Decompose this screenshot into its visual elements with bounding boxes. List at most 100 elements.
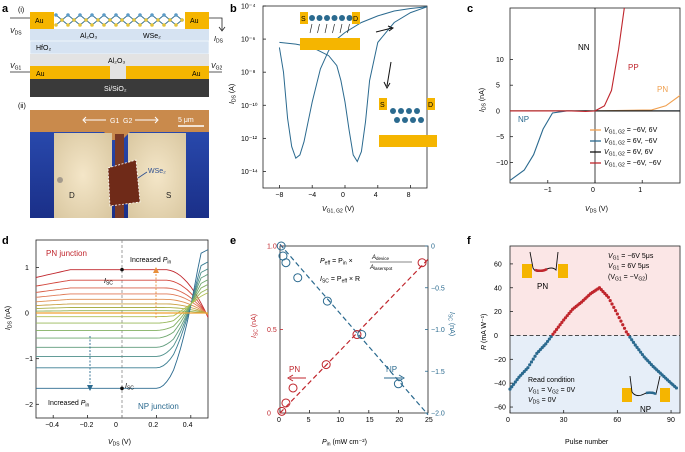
au-g2-label: Au: [192, 71, 201, 78]
electron-icon: [414, 108, 420, 114]
d-np-curve-8: [36, 292, 209, 318]
panel-e-label: e: [230, 235, 236, 247]
wse2-atom: [72, 18, 76, 22]
f-x-tick-label: 60: [613, 417, 621, 424]
f-data-point: [510, 385, 514, 389]
np-data-point: [357, 330, 367, 340]
substrate-label: Si/SiO₂: [104, 86, 127, 93]
d-x-tick-label: 0.4: [183, 422, 193, 429]
d-np-curve-6: [36, 284, 209, 331]
band-inset-bottom: S D: [379, 98, 437, 147]
np-right-contact: [660, 388, 670, 402]
electron-icon: [402, 117, 408, 123]
wse2-atoms: [54, 13, 184, 27]
f-data-point: [612, 305, 616, 309]
panel-e-ylabel-right: ISC (nA): [447, 312, 456, 336]
np-data-point: [281, 258, 291, 268]
wse2-atom: [144, 18, 148, 22]
hfo2-layer: [29, 40, 210, 55]
d-x-tick-label: 0.2: [148, 422, 158, 429]
panel-b-frame: [262, 5, 428, 189]
electron-icon: [410, 117, 416, 123]
wse2-atom: [102, 23, 106, 27]
equation-2: ISC = Peff × R: [320, 276, 360, 285]
fraction-numerator: Adevice: [371, 255, 390, 261]
al2o3-mid-layer: [30, 54, 209, 66]
b-y-tick-label: 10⁻⁶: [241, 37, 255, 44]
panel-d-y-ticks: 1 0 −1 −2: [25, 265, 39, 409]
panel-d-xlabel: VDS (V): [108, 439, 131, 448]
panel-e-y-ticks-right: 0 −0.5 −1.0 −1.5 −2.0: [425, 244, 445, 418]
e-y2-tick-label: −1.0: [431, 327, 445, 334]
np-label: NP: [518, 115, 529, 124]
pn-data-point: [281, 398, 291, 408]
legend-entry: VG1, G2 = 6V, −6V: [604, 138, 658, 147]
vg2-label: VG2: [211, 63, 223, 72]
d-x-tick-label: 0: [114, 422, 118, 429]
panel-f: f 60 40 20 0 −20 −40 −60 0 30 60 90 R (mA W⁻¹) Pu…: [467, 235, 681, 446]
sweep-reverse-arrow: [386, 61, 392, 87]
d-pn-curve-5: [35, 298, 209, 315]
f-y-tick-label: −60: [494, 405, 506, 412]
e-y-tick-label: 1.0: [267, 244, 277, 251]
b-x-tick-label: 0: [341, 192, 345, 199]
sweep-forward-arrow: [375, 27, 393, 33]
d-np-curve-7: [36, 288, 209, 324]
panel-e-ylabel-left: ISC (nA): [251, 314, 260, 338]
b-y-tick-label: 10⁻¹⁴: [241, 169, 258, 176]
f-data-point: [554, 327, 559, 332]
f-data-point: [615, 312, 619, 316]
au-left-label: Au: [35, 18, 44, 25]
panel-e-xlabel: Pin (mW cm⁻²): [322, 439, 367, 448]
injection-arrow: [347, 23, 350, 34]
pn-data-point: [277, 406, 287, 416]
top-gate-pads: [30, 110, 209, 140]
d-pn-curve-8: [35, 310, 209, 314]
panel-c-label: c: [467, 3, 473, 15]
d-y-tick-label: 0: [25, 311, 29, 318]
b-y-tick-label: 10⁻⁸: [241, 70, 255, 77]
panel-f-series: [508, 286, 679, 391]
d-y-tick-label: −2: [25, 402, 33, 409]
fraction-denominator: Alaserspot: [369, 265, 393, 271]
gate-g1-electrode: [30, 66, 110, 79]
e-x-tick-label: 15: [366, 417, 374, 424]
pn-data-point: [417, 258, 427, 268]
d-pn-curve-7: [35, 307, 209, 315]
inset-source-contact: [300, 12, 308, 24]
panel-c-ylabel: IDS (nA): [479, 88, 488, 112]
e-x-tick-label: 20: [395, 417, 403, 424]
wse2-flake: [107, 159, 141, 207]
wse2-atom: [84, 18, 88, 22]
injection-arrow: [317, 23, 320, 34]
f-data-point: [621, 323, 625, 327]
f-data-point: [635, 345, 639, 349]
electron-icon: [418, 117, 424, 123]
panel-b-y-ticks: 10⁻⁴ 10⁻⁶ 10⁻⁸ 10⁻¹⁰ 10⁻¹² 10⁻¹⁴: [241, 4, 266, 176]
b-x-tick-label: −4: [308, 192, 316, 199]
f-data-point: [551, 332, 555, 336]
f-y-tick-label: −20: [494, 357, 506, 364]
c-y-tick-label: 5: [496, 83, 500, 90]
wse2-atom: [162, 23, 166, 27]
b-sweep-line-1: [278, 6, 428, 160]
f-data-point: [529, 360, 534, 364]
pn-data-point: [321, 360, 331, 370]
wse2-atom: [96, 18, 100, 22]
al2o3-top-layer: [30, 29, 209, 41]
f-data-point: [619, 319, 623, 323]
wse2-atom: [168, 18, 172, 22]
f-data-point: [608, 299, 612, 303]
f-y-tick-label: 20: [494, 309, 502, 316]
panel-d-series: [35, 240, 209, 418]
device-schematic: Au Au Al₂O₃ WSe₂ HfO₂ Al₂O₃ Au Au Si/SiO…: [10, 12, 226, 97]
c-series-line-4: [510, 7, 625, 113]
electron-icon: [406, 108, 412, 114]
d-np-curve-2: [36, 261, 209, 369]
f-data-point: [639, 350, 643, 354]
f-data-point: [674, 386, 679, 390]
panel-e-x-ticks: 0 5 10 15 20 25: [277, 410, 433, 424]
wse2-atom: [90, 13, 94, 17]
f-data-point: [547, 337, 551, 341]
b-y-tick-label: 10⁻⁴: [241, 4, 256, 11]
